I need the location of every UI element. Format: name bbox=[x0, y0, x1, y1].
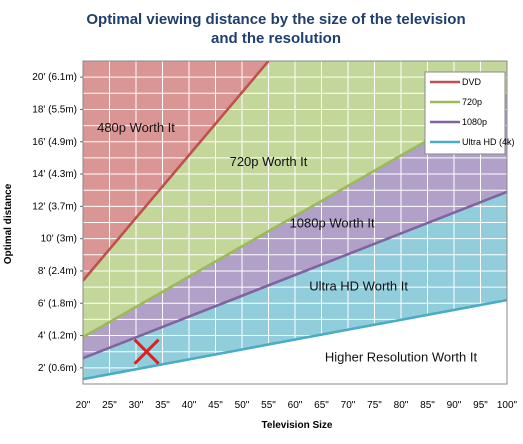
legend-label: 720p bbox=[462, 97, 482, 107]
x-tick-label: 20" bbox=[76, 400, 91, 411]
y-tick-label: 4' (1.2m) bbox=[38, 331, 77, 342]
y-tick-label: 18' (5.5m) bbox=[32, 104, 77, 115]
series-line-1080p bbox=[83, 190, 507, 360]
y-tick-label: 12' (3.7m) bbox=[32, 201, 77, 212]
legend: DVD 720p 1080p Ultra HD (4k) bbox=[424, 71, 515, 155]
y-axis-ticks: 2' (0.6m) 4' (1.2m) 6' (1.8m) 8' (2.4m) 10' … bbox=[32, 72, 83, 374]
region-label: 720p Worth It bbox=[230, 154, 308, 169]
y-tick-label: 2' (0.6m) bbox=[38, 363, 77, 374]
x-tick-label: 50" bbox=[235, 400, 250, 411]
x-axis-ticks: 20" 25" 30" 35" 40" 45" 50" 55" 60" 65" 70" 75" 80" 8… bbox=[76, 400, 518, 411]
series-line-dvd bbox=[83, 61, 270, 282]
x-tick-label: 95" bbox=[473, 400, 488, 411]
x-tick-label: 40" bbox=[182, 400, 197, 411]
x-axis-title: Television Size bbox=[262, 420, 333, 431]
region-label: 480p Worth It bbox=[97, 120, 175, 135]
x-tick-label: 75" bbox=[367, 400, 382, 411]
x-tick-label: 35" bbox=[155, 400, 170, 411]
plot-overlay: 480p Worth It 720p Worth It 1080p Worth It… bbox=[97, 120, 478, 365]
x-tick-label: 100" bbox=[497, 400, 518, 411]
x-tick-label: 55" bbox=[261, 400, 276, 411]
region-label: 1080p Worth It bbox=[290, 215, 375, 230]
x-tick-label: 45" bbox=[208, 400, 223, 411]
y-tick-label: 8' (2.4m) bbox=[38, 266, 77, 277]
series-line-ultra-hd-4k bbox=[83, 298, 507, 381]
y-tick-label: 14' (4.3m) bbox=[32, 169, 77, 180]
legend-label: DVD bbox=[462, 77, 482, 87]
chart-title-line-1: Optimal viewing distance by the size of … bbox=[86, 11, 465, 28]
y-tick-label: 6' (1.8m) bbox=[38, 298, 77, 309]
y-tick-label: 16' (4.9m) bbox=[32, 137, 77, 148]
x-mark-stroke bbox=[133, 338, 160, 365]
x-tick-label: 85" bbox=[420, 400, 435, 411]
chart-title-line-2: and the resolution bbox=[211, 30, 341, 47]
x-tick-label: 90" bbox=[447, 400, 462, 411]
x-tick-label: 60" bbox=[288, 400, 303, 411]
x-tick-label: 70" bbox=[341, 400, 356, 411]
x-tick-label: 30" bbox=[129, 400, 144, 411]
plot-border bbox=[82, 60, 508, 385]
region-label: Higher Resolution Worth It bbox=[325, 349, 478, 364]
y-axis-title: Optimal distance bbox=[3, 183, 14, 264]
x-tick-label: 65" bbox=[314, 400, 329, 411]
y-tick-label: 10' (3m) bbox=[41, 234, 77, 245]
x-tick-label: 80" bbox=[394, 400, 409, 411]
region-label: Ultra HD Worth It bbox=[309, 278, 408, 293]
legend-box bbox=[424, 71, 506, 155]
legend-label: Ultra HD (4k) bbox=[462, 137, 515, 147]
y-tick-label: 20' (6.1m) bbox=[32, 72, 77, 83]
x-tick-label: 25" bbox=[102, 400, 117, 411]
legend-label: 1080p bbox=[462, 117, 487, 127]
